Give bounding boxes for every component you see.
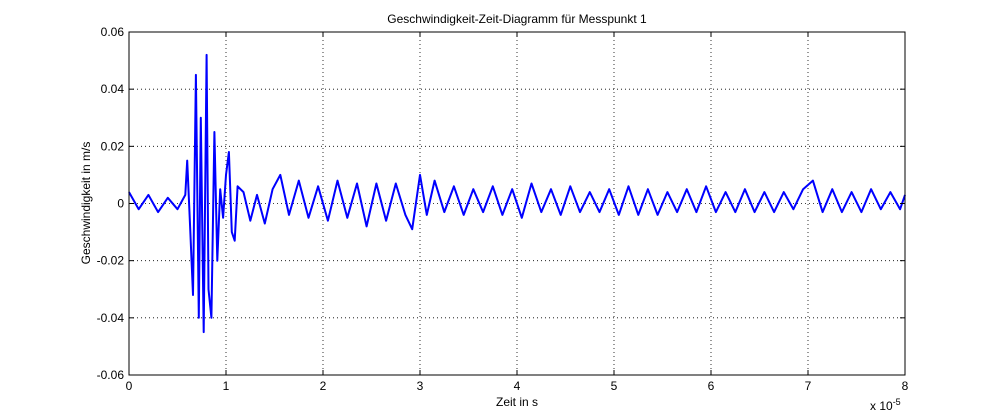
x-tick-label: 0 [126, 379, 133, 393]
y-tick-labels: -0.06 -0.04 -0.02 0 0.02 0.04 0.06 [97, 25, 125, 382]
velocity-series-line [128, 53, 906, 334]
x-axis-exponent-base: x 10 [870, 399, 893, 413]
y-tick-label: 0.06 [101, 25, 125, 39]
x-tick-label: 2 [320, 379, 327, 393]
x-tick-label: 3 [417, 379, 424, 393]
x-axis-exponent-power: -5 [893, 397, 901, 407]
y-tick-label: 0.04 [101, 82, 125, 96]
y-axis-label: Geschwindigkeit in m/s [79, 142, 93, 265]
x-tick-label: 8 [902, 379, 909, 393]
x-axis-exponent: x 10-5 [870, 397, 901, 413]
x-tick-label: 5 [611, 379, 618, 393]
y-tick-label: -0.06 [97, 368, 125, 382]
y-tick-label: -0.04 [97, 311, 125, 325]
x-axis-label: Zeit in s [496, 395, 538, 409]
tick-marks [128, 31, 906, 376]
y-tick-label: 0.02 [101, 139, 125, 153]
x-tick-label: 6 [708, 379, 715, 393]
y-tick-label: -0.02 [97, 254, 125, 268]
x-tick-label: 1 [223, 379, 230, 393]
series-layer [128, 53, 906, 334]
x-tick-labels: 0 1 2 3 4 5 6 7 8 [126, 379, 909, 393]
x-tick-label: 7 [805, 379, 812, 393]
chart-title: Geschwindigkeit-Zeit-Diagramm für Messpu… [387, 12, 647, 26]
x-tick-label: 4 [514, 379, 521, 393]
y-tick-label: 0 [117, 197, 124, 211]
